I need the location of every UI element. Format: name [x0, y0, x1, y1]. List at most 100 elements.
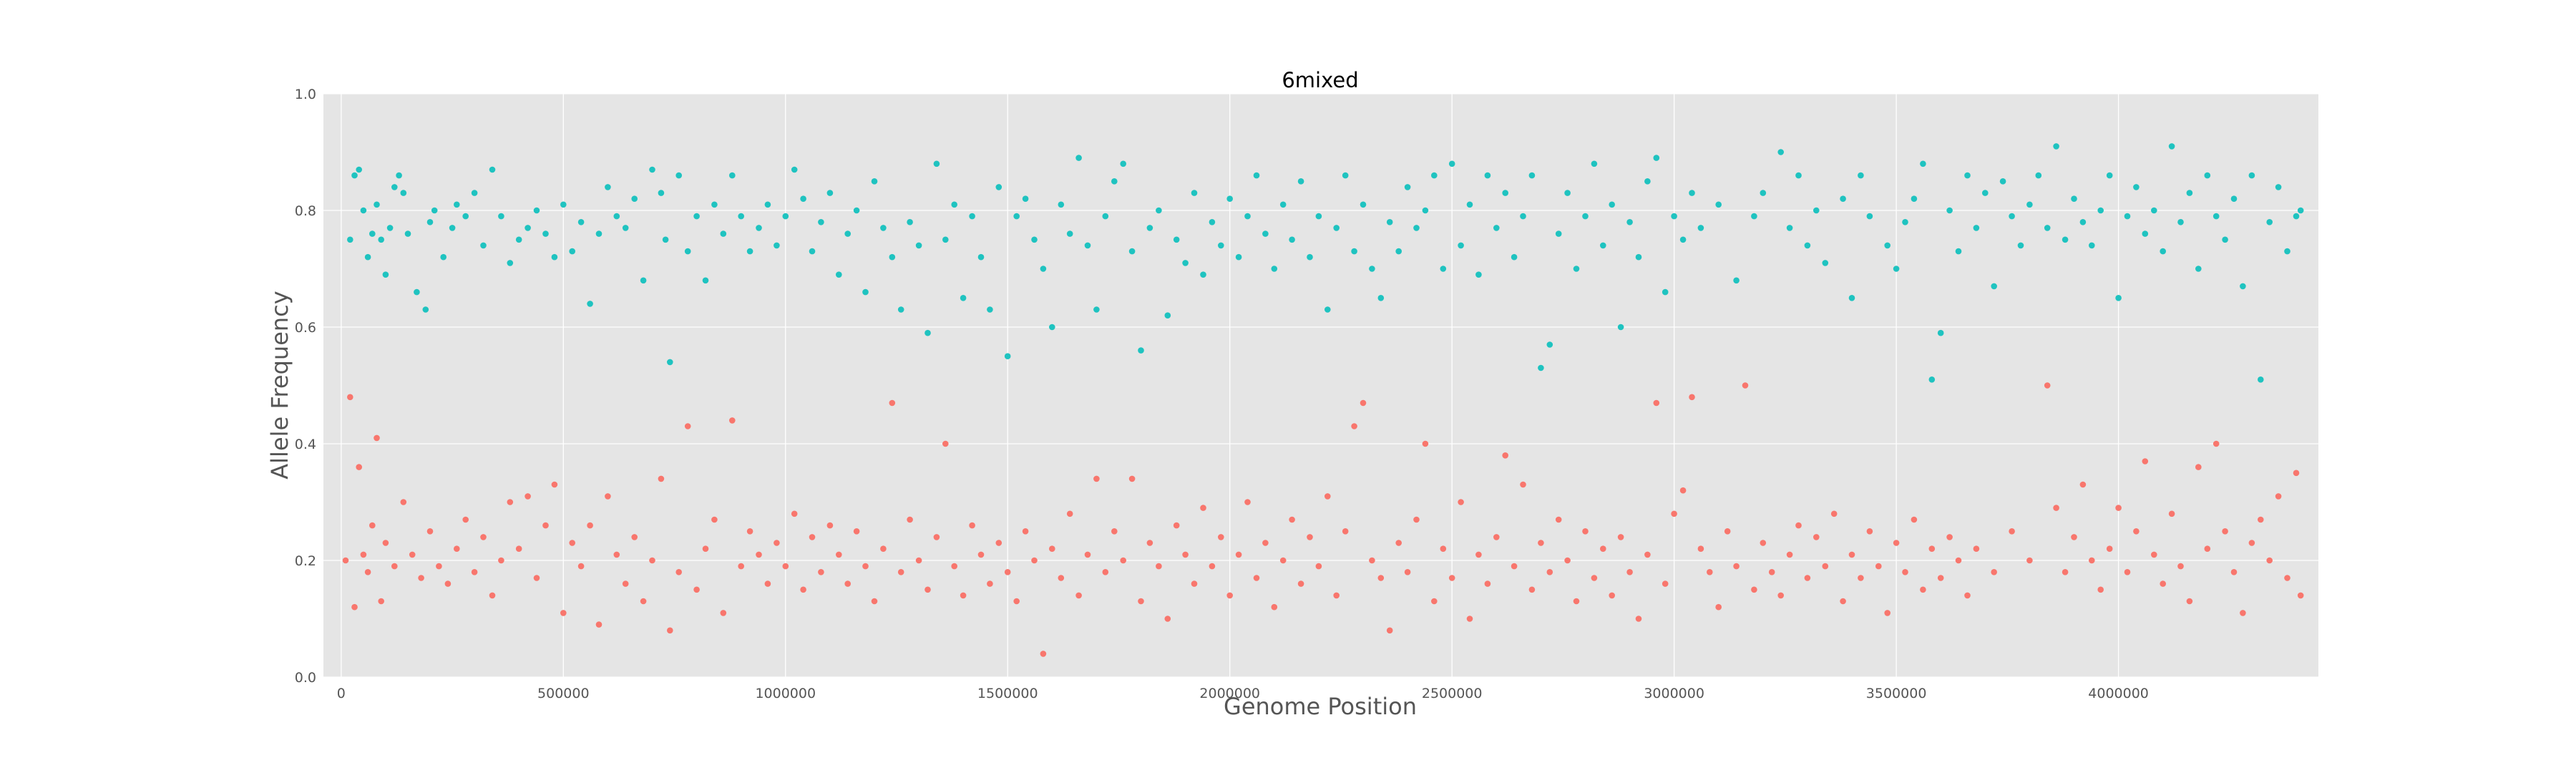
data-point	[826, 522, 834, 529]
data-point	[1795, 522, 1802, 529]
data-point	[2009, 213, 2015, 220]
data-point	[342, 557, 349, 564]
data-point	[1448, 575, 1455, 581]
data-point	[1146, 225, 1153, 231]
data-point	[356, 464, 363, 470]
data-point	[649, 557, 655, 564]
data-point	[422, 306, 429, 313]
data-point	[729, 172, 736, 179]
data-point	[444, 580, 452, 587]
data-point	[667, 359, 673, 366]
data-point	[987, 580, 993, 587]
data-point	[507, 260, 514, 266]
data-point	[382, 540, 389, 546]
data-point	[409, 551, 416, 558]
y-tick-label: 0.0	[295, 670, 316, 686]
data-point	[933, 160, 940, 167]
data-point	[800, 195, 806, 203]
data-point	[711, 201, 718, 208]
data-point	[1040, 651, 1047, 657]
data-point	[702, 545, 709, 552]
data-point	[1973, 545, 1980, 552]
data-point	[1111, 528, 1118, 535]
data-point	[2079, 481, 2087, 488]
data-point	[933, 534, 940, 540]
data-point	[391, 184, 398, 190]
data-point	[1493, 225, 1500, 231]
data-point	[782, 213, 789, 220]
data-point	[498, 213, 504, 220]
data-point	[1351, 248, 1357, 255]
x-axis-label: Genome Position	[1224, 693, 1417, 720]
data-point	[1075, 592, 1082, 599]
y-axis-label: Allele Frequency	[266, 291, 293, 479]
data-point	[897, 569, 904, 575]
data-point	[2097, 207, 2104, 214]
data-point	[844, 580, 851, 587]
x-tick-label: 3000000	[1644, 686, 1704, 701]
data-point	[1484, 580, 1491, 587]
data-point	[1315, 213, 1322, 220]
data-point	[1377, 575, 1385, 581]
data-point	[489, 166, 496, 173]
data-point	[2133, 184, 2140, 190]
data-point	[729, 417, 736, 424]
data-point	[1582, 528, 1589, 535]
data-point	[818, 219, 824, 225]
y-tick-label: 0.4	[295, 437, 316, 452]
data-point	[1120, 160, 1126, 167]
data-point	[1058, 201, 1065, 208]
data-point	[1093, 306, 1100, 313]
data-point	[1911, 195, 1918, 203]
data-point	[2151, 551, 2157, 558]
data-point	[400, 190, 407, 196]
data-point	[2204, 545, 2211, 552]
data-point	[2160, 248, 2166, 255]
data-point	[2062, 236, 2069, 243]
data-point	[1617, 534, 1624, 540]
data-point	[1271, 266, 1278, 272]
y-tick-label: 1.0	[295, 87, 316, 102]
data-point	[1360, 399, 1367, 407]
data-point	[613, 551, 620, 558]
data-point	[1893, 540, 1900, 546]
data-point	[746, 528, 753, 535]
data-point	[1528, 172, 1536, 179]
data-point	[2115, 295, 2122, 301]
data-point	[640, 598, 647, 605]
data-point	[1351, 423, 1357, 429]
data-point	[1279, 557, 1287, 564]
data-point	[791, 166, 798, 173]
data-point	[1679, 487, 1687, 494]
data-point	[1786, 551, 1793, 558]
data-point	[2293, 470, 2300, 477]
data-point	[1422, 440, 1429, 447]
data-point	[1458, 499, 1464, 505]
data-point	[1395, 248, 1402, 255]
data-point	[1573, 598, 1580, 605]
data-point	[871, 598, 878, 605]
data-point	[1813, 207, 1820, 214]
data-point	[1111, 178, 1118, 185]
grid-lines	[323, 93, 2318, 678]
data-point	[605, 493, 611, 500]
data-point	[897, 306, 904, 313]
data-point	[1609, 201, 1615, 208]
data-point	[2009, 528, 2015, 535]
data-point	[880, 225, 887, 231]
data-point	[1200, 271, 1206, 278]
data-point	[2017, 242, 2024, 249]
data-point	[1066, 230, 1073, 237]
data-point	[2062, 569, 2069, 575]
data-point	[1840, 195, 1846, 203]
data-point	[1964, 592, 1971, 599]
data-point	[351, 172, 358, 179]
data-point	[2079, 219, 2087, 225]
data-point	[2151, 207, 2157, 214]
data-point	[2293, 213, 2300, 220]
data-point	[809, 248, 816, 255]
data-point	[1715, 201, 1722, 208]
data-point	[1235, 253, 1242, 261]
data-point	[431, 207, 438, 214]
data-point	[1422, 207, 1429, 214]
